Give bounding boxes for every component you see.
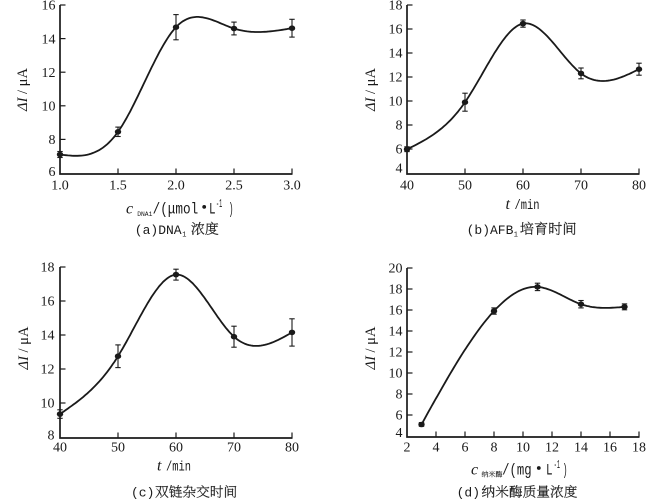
- svg-text:50: 50: [458, 179, 472, 194]
- svg-text:2.5: 2.5: [225, 179, 243, 194]
- svg-text:16: 16: [389, 23, 403, 38]
- svg-text:14: 14: [41, 329, 55, 344]
- svg-text:(d): (d): [457, 486, 480, 500]
- svg-text:2: 2: [404, 441, 411, 456]
- svg-text:10: 10: [389, 367, 403, 382]
- svg-text:6: 6: [462, 441, 469, 456]
- svg-text:16: 16: [603, 441, 617, 456]
- svg-text:8: 8: [48, 429, 55, 444]
- svg-text:16: 16: [41, 295, 55, 310]
- svg-text:14: 14: [389, 47, 403, 62]
- svg-text:14: 14: [389, 325, 403, 340]
- svg-text:/(mg: /(mg: [502, 462, 531, 480]
- svg-text:60: 60: [169, 441, 183, 456]
- svg-text:/(μmol: /(μmol: [153, 201, 199, 219]
- svg-text:ΔI / μA: ΔI / μA: [15, 68, 31, 112]
- svg-text:8: 8: [396, 388, 403, 403]
- svg-text:60: 60: [516, 179, 530, 194]
- svg-text:10: 10: [41, 397, 55, 412]
- svg-text:10: 10: [389, 95, 403, 110]
- svg-text:-1: -1: [216, 197, 222, 211]
- svg-text:12: 12: [545, 441, 559, 456]
- svg-text:6: 6: [396, 143, 403, 158]
- svg-text:t: t: [157, 458, 162, 475]
- svg-text:18: 18: [389, 283, 403, 298]
- svg-text:c: c: [126, 201, 133, 218]
- svg-text:8: 8: [491, 441, 498, 456]
- svg-text:12: 12: [42, 66, 56, 81]
- svg-text:L: L: [209, 201, 216, 219]
- svg-text:40: 40: [53, 441, 67, 456]
- svg-text:14: 14: [42, 32, 56, 47]
- svg-text:/min: /min: [166, 460, 191, 476]
- svg-text:c: c: [471, 462, 478, 479]
- svg-text:8: 8: [396, 119, 403, 134]
- svg-text:18: 18: [41, 261, 55, 276]
- svg-text:14: 14: [574, 441, 588, 456]
- svg-text:1.5: 1.5: [109, 179, 127, 194]
- svg-text:4: 4: [433, 441, 440, 456]
- svg-text:(b)AFB: (b)AFB: [467, 223, 514, 238]
- svg-text:40: 40: [400, 179, 414, 194]
- svg-text:L: L: [546, 462, 553, 480]
- svg-text:70: 70: [227, 441, 241, 456]
- svg-text:50: 50: [111, 441, 125, 456]
- svg-text:16: 16: [42, 0, 56, 14]
- svg-text:3.0: 3.0: [283, 179, 301, 194]
- svg-text:/min: /min: [515, 198, 540, 214]
- svg-text:2.0: 2.0: [167, 179, 185, 194]
- svg-text:12: 12: [41, 363, 55, 378]
- svg-text:16: 16: [389, 304, 403, 319]
- svg-text:70: 70: [574, 179, 588, 194]
- svg-text:12: 12: [389, 346, 403, 361]
- svg-text:ΔI / μA: ΔI / μA: [16, 326, 32, 370]
- svg-text:80: 80: [285, 441, 299, 456]
- svg-text:-1: -1: [554, 458, 560, 472]
- svg-text:10: 10: [42, 100, 56, 115]
- svg-text:DNA1: DNA1: [137, 211, 152, 218]
- svg-text:ΔI / μA: ΔI / μA: [363, 326, 379, 370]
- svg-text:1: 1: [182, 231, 186, 239]
- svg-text:18: 18: [632, 441, 646, 456]
- svg-text:18: 18: [389, 0, 403, 14]
- svg-text:8: 8: [49, 133, 56, 148]
- svg-text:80: 80: [632, 179, 646, 194]
- svg-text:10: 10: [516, 441, 530, 456]
- svg-text:ΔI / μA: ΔI / μA: [363, 68, 379, 112]
- svg-text:12: 12: [389, 71, 403, 86]
- svg-text:1.0: 1.0: [51, 179, 69, 194]
- svg-text:(a)DNA: (a)DNA: [135, 223, 182, 238]
- svg-text:4: 4: [396, 162, 403, 177]
- svg-text:t: t: [506, 196, 511, 213]
- svg-text:6: 6: [49, 165, 56, 180]
- svg-text:): ): [563, 462, 568, 480]
- svg-text:20: 20: [389, 262, 403, 277]
- svg-text:1: 1: [514, 231, 518, 239]
- svg-text:): ): [229, 201, 234, 219]
- svg-text:6: 6: [396, 409, 403, 424]
- svg-text:(c): (c): [131, 486, 154, 500]
- svg-text:4: 4: [396, 426, 403, 441]
